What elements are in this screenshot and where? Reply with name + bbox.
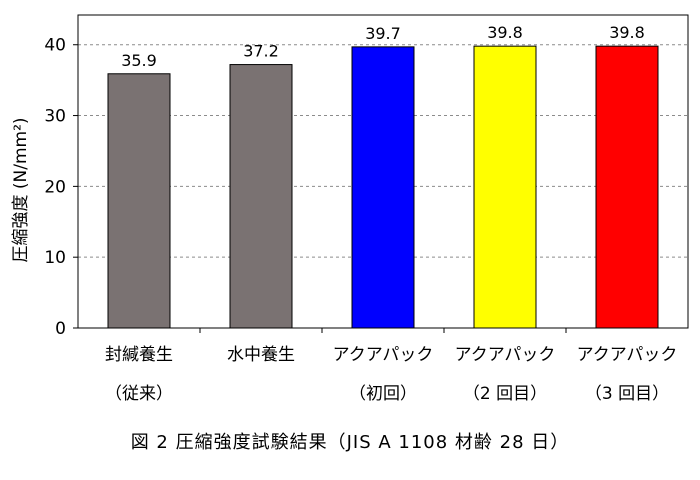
y-tick-label: 40 (44, 36, 66, 56)
category-label: アクアパック (577, 345, 678, 365)
category-sublabel: （2 回目） (463, 384, 547, 404)
bar-value-label: 39.8 (609, 23, 645, 42)
x-axis-categories: 封緘養生 （従来） 水中養生 アクアパック （初回） アクアパック （2 回目） アクアパック… (105, 328, 677, 404)
bar (351, 46, 415, 329)
value-labels: 35.9 37.2 39.7 39.8 39.8 (121, 23, 645, 70)
figure-caption: 図 2 圧縮強度試験結果（JIS A 1108 材齢 28 日） (130, 432, 570, 453)
bar (229, 64, 293, 329)
bar-value-label: 37.2 (243, 42, 279, 61)
bars (107, 45, 659, 329)
bar-value-label: 35.9 (121, 51, 157, 70)
bar (107, 73, 171, 329)
category-sublabel: （従来） (105, 384, 173, 404)
category-label: アクアパック (333, 345, 434, 365)
y-tick-label: 20 (44, 177, 66, 197)
bar-value-label: 39.8 (487, 23, 523, 42)
plot-area-frame (77, 14, 689, 329)
category-label: 封緘養生 (105, 345, 173, 365)
category-sublabel: （3 回目） (585, 384, 669, 404)
category-sublabel: （初回） (349, 384, 417, 404)
y-tick-label: 30 (44, 107, 66, 127)
category-label: アクアパック (455, 345, 556, 365)
y-tick-label: 0 (55, 319, 66, 339)
bar (595, 45, 659, 329)
y-axis-label: 圧縮強度 (N/mm²) (11, 117, 31, 262)
y-tick-label: 10 (44, 248, 66, 268)
category-label: 水中養生 (227, 345, 295, 365)
bar (473, 45, 537, 329)
y-axis-ticks: 0 10 20 30 40 (44, 36, 78, 339)
bar-value-label: 39.7 (365, 24, 401, 43)
